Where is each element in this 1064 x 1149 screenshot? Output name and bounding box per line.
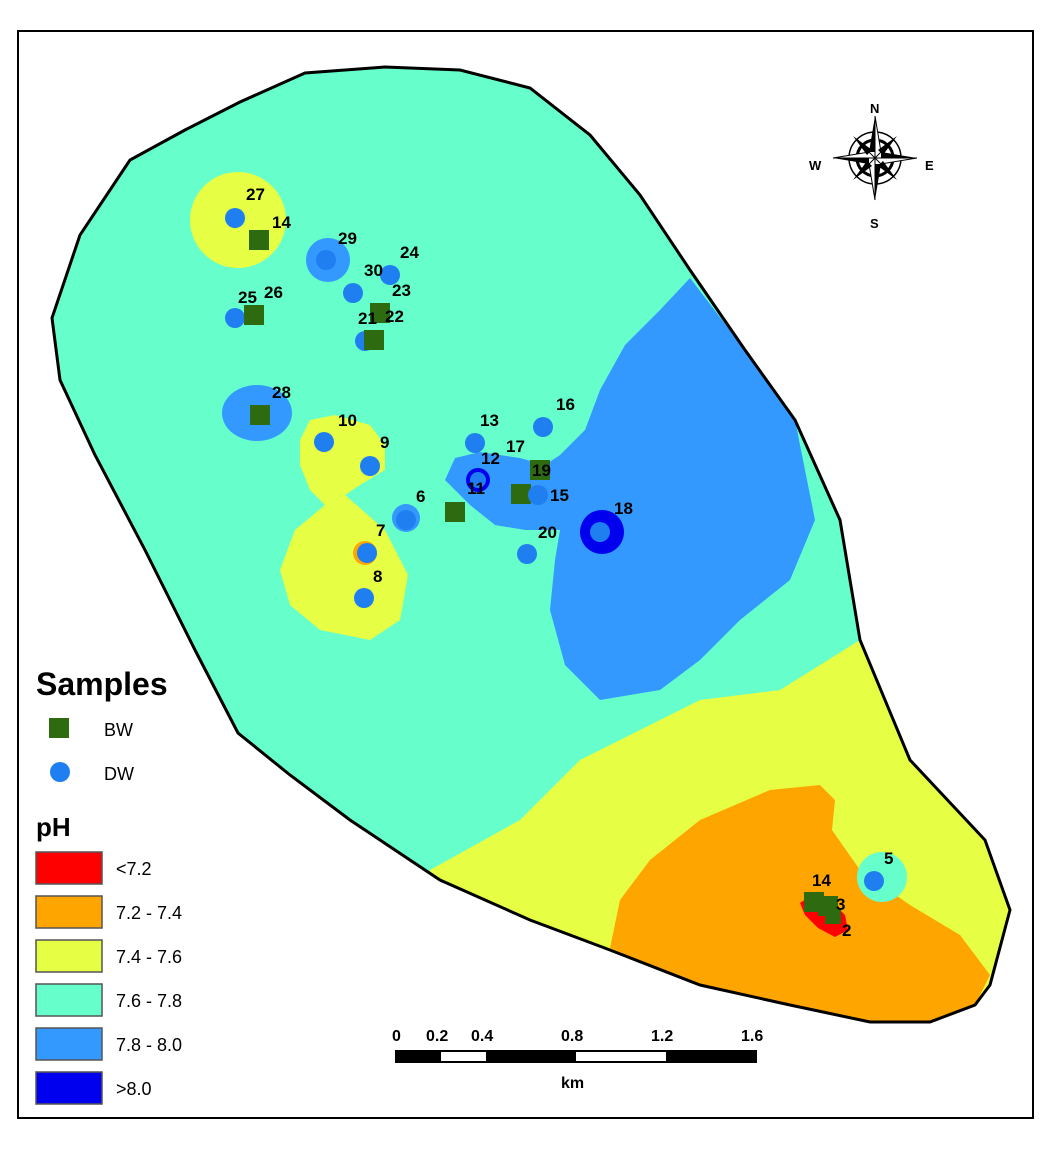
sample-label: 14 xyxy=(812,871,831,890)
scale-unit-label: km xyxy=(561,1075,584,1092)
sample-label: 13 xyxy=(480,411,499,430)
sample-label: 30 xyxy=(364,261,383,280)
sample-label: 27 xyxy=(246,185,265,204)
sample-label: 15 xyxy=(550,486,569,505)
bw-marker[interactable] xyxy=(445,502,465,522)
legend-swatch-lt-7-2 xyxy=(35,851,103,885)
zone-7-2-7-4 xyxy=(610,785,990,1022)
dw-marker[interactable] xyxy=(354,588,374,608)
scale-tick-label: 0 xyxy=(392,1028,401,1045)
legend-dw-label: DW xyxy=(104,764,134,784)
dw-marker[interactable] xyxy=(465,433,485,453)
legend-ph-label: 7.8 - 8.0 xyxy=(116,1035,182,1055)
sample-label: 2 xyxy=(842,921,851,940)
legend-ph-label: >8.0 xyxy=(116,1079,152,1099)
sample-label: 29 xyxy=(338,229,357,248)
dw-marker[interactable] xyxy=(357,543,377,563)
sample-label: 12 xyxy=(481,449,500,468)
legend-ph-title: pH xyxy=(36,812,71,842)
sample-label: 3 xyxy=(836,895,845,914)
dw-marker[interactable] xyxy=(380,265,400,285)
legend-swatch-7-4-7-6 xyxy=(35,939,103,973)
sample-label: 26 xyxy=(264,283,283,302)
scale-tick-label: 1.2 xyxy=(651,1028,673,1045)
compass-west-label: W xyxy=(809,158,822,173)
bw-marker[interactable] xyxy=(364,330,384,350)
zone-7-8-8-0-east xyxy=(445,278,815,700)
scale-tick-label: 0.2 xyxy=(426,1028,448,1045)
legend-samples-title: Samples xyxy=(36,666,168,702)
north-arrow-icon: N S E W xyxy=(809,101,934,231)
legend-swatch-gt-8-0 xyxy=(35,1071,103,1105)
legend-ph-label: <7.2 xyxy=(116,859,152,879)
dw-marker[interactable] xyxy=(590,522,610,542)
compass-east-label: E xyxy=(925,158,934,173)
dw-marker[interactable] xyxy=(360,456,380,476)
sample-label: 11 xyxy=(467,479,485,498)
legend: Samples BW DW pH <7.2 7.2 - 7.4 7.4 - 7.… xyxy=(35,666,182,1105)
bw-marker[interactable] xyxy=(244,305,264,325)
sample-label: 6 xyxy=(416,487,425,506)
sample-labels: 27 14 29 24 30 23 25 26 21 22 28 10 9 13… xyxy=(238,185,893,940)
bw-marker[interactable] xyxy=(511,484,531,504)
study-area-boundary xyxy=(50,65,1012,1024)
dw-marker[interactable] xyxy=(864,871,884,891)
sample-label: 25 xyxy=(238,288,257,307)
sample-label: 22 xyxy=(385,307,404,326)
scale-tick-label: 0.4 xyxy=(471,1028,493,1045)
dw-marker[interactable] xyxy=(517,544,537,564)
dw-marker[interactable] xyxy=(533,417,553,437)
dw-marker[interactable] xyxy=(470,472,486,488)
sample-label: 28 xyxy=(272,383,291,402)
dw-marker[interactable] xyxy=(225,208,245,228)
sample-label: 8 xyxy=(373,567,382,586)
compass-north-label: N xyxy=(870,101,879,116)
sample-label: 21 xyxy=(358,309,377,328)
sample-label: 20 xyxy=(538,523,557,542)
bw-marker[interactable] xyxy=(530,460,550,480)
legend-swatch-7-2-7-4 xyxy=(35,895,103,929)
dw-marker[interactable] xyxy=(316,250,336,270)
sample-label: 17 xyxy=(506,437,525,456)
bw-marker[interactable] xyxy=(249,230,269,250)
compass-south-label: S xyxy=(870,216,879,231)
sample-label: 16 xyxy=(556,395,575,414)
bw-marker[interactable] xyxy=(370,303,390,323)
sample-label: 24 xyxy=(400,243,419,262)
dw-marker[interactable] xyxy=(396,510,416,530)
dw-marker[interactable] xyxy=(343,283,363,303)
dw-marker[interactable] xyxy=(528,485,548,505)
sample-label: 18 xyxy=(614,499,633,518)
sample-label: 9 xyxy=(380,433,389,452)
blue-circle-icon xyxy=(50,762,70,782)
legend-swatch-7-8-8-0 xyxy=(35,1027,103,1061)
legend-bw-label: BW xyxy=(104,720,133,740)
dw-marker[interactable] xyxy=(225,308,245,328)
scale-bar: 0 0.2 0.4 0.8 1.2 1.6 km xyxy=(392,1028,763,1092)
dw-marker[interactable] xyxy=(314,432,334,452)
green-square-icon xyxy=(49,718,69,738)
sample-label: 5 xyxy=(884,849,893,868)
legend-ph-label: 7.6 - 7.8 xyxy=(116,991,182,1011)
sample-label: 23 xyxy=(392,281,411,300)
scale-tick-label: 1.6 xyxy=(741,1028,763,1045)
sample-markers xyxy=(225,208,884,924)
legend-swatch-7-6-7-8 xyxy=(35,983,103,1017)
sample-label: 19 xyxy=(532,461,551,480)
legend-ph-label: 7.2 - 7.4 xyxy=(116,903,182,923)
sample-label: 14 xyxy=(272,213,291,232)
scale-tick-label: 0.8 xyxy=(561,1028,583,1045)
sample-label: 10 xyxy=(338,411,357,430)
legend-ph-label: 7.4 - 7.6 xyxy=(116,947,182,967)
sample-label: 7 xyxy=(376,521,385,540)
bw-marker[interactable] xyxy=(825,908,841,924)
bw-marker[interactable] xyxy=(250,405,270,425)
